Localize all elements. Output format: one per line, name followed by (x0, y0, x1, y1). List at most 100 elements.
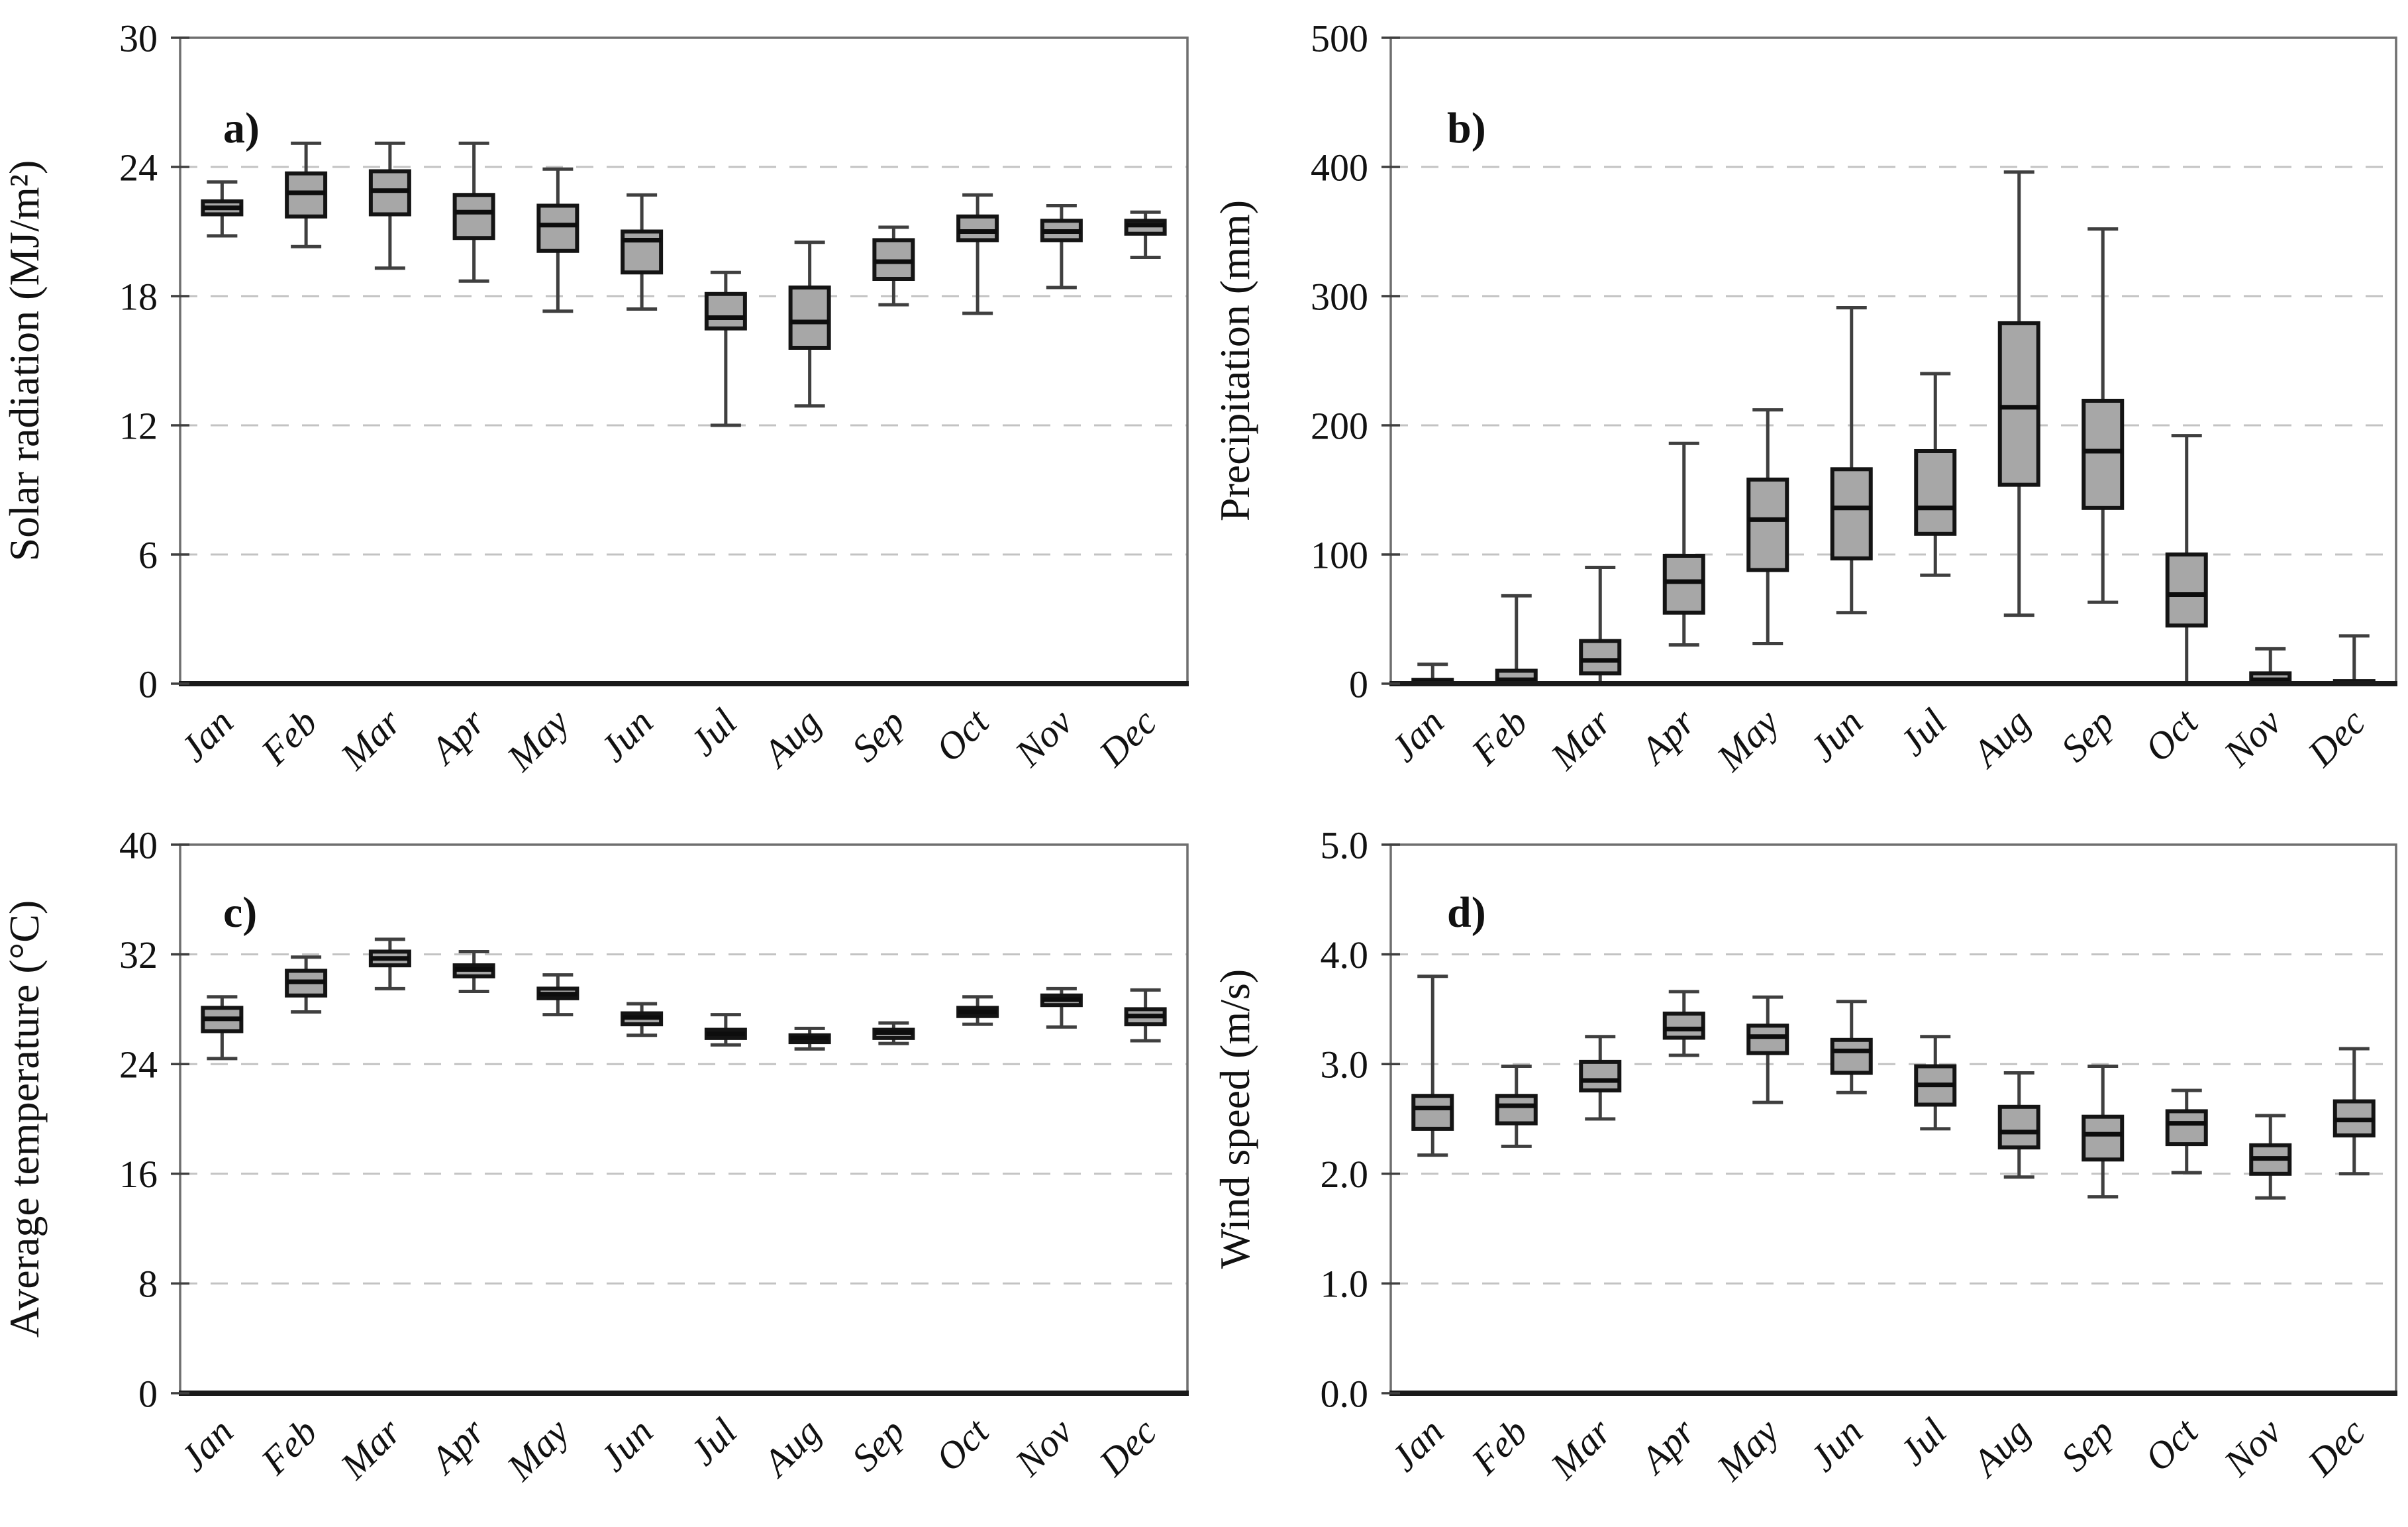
y-tick-label: 0 (138, 1372, 158, 1415)
month-label-d-Oct: Oct (2136, 1409, 2207, 1480)
month-label-a-Jun: Jun (591, 700, 661, 770)
boxplot-c-Feb (285, 955, 328, 1014)
iqr-box (536, 203, 579, 253)
boxplot-d-Sep (2082, 1065, 2125, 1199)
y-tick-label: 6 (138, 533, 158, 576)
month-label-b-Nov: Nov (2215, 700, 2290, 775)
month-label-c-Jul: Jul (681, 1410, 745, 1473)
month-label-b-Dec: Dec (2299, 700, 2374, 775)
iqr-box (2165, 1109, 2208, 1147)
month-label-c-Nov: Nov (1006, 1410, 1081, 1485)
boxplot-d-Jan (1411, 974, 1454, 1157)
boxplot-b-May (1746, 408, 1789, 646)
boxplot-a-May (536, 167, 579, 313)
boxplot-b-Oct (2165, 434, 2208, 686)
iqr-box (1830, 1037, 1873, 1075)
iqr-box (1830, 467, 1873, 560)
month-label-c-Sep: Sep (843, 1410, 913, 1479)
panel-b: 0 100 200 300 400 500 Jan Feb Mar Apr May Jun Jul Aug… (1211, 17, 2397, 780)
boxplot-d-Jun (1830, 1000, 1873, 1094)
boxplot-d-Nov (2249, 1114, 2292, 1200)
month-label-a-Feb: Feb (252, 700, 325, 773)
y-tick-label: 24 (119, 1043, 158, 1086)
month-label-d-Aug: Aug (1962, 1410, 2038, 1486)
boxplot-a-Dec (1124, 210, 1167, 259)
panel-a: 0 6 12 18 24 30 Jan Feb Mar Apr May Jun Jul Aug Sep Oct… (1, 17, 1189, 780)
y-tick-label: 500 (1311, 17, 1368, 60)
boxplot-a-Aug (788, 240, 831, 408)
y-tick-label: 1.0 (1321, 1263, 1369, 1306)
month-label-d-Jan: Jan (1382, 1410, 1452, 1479)
month-label-d-Mar: Mar (1542, 1410, 1620, 1488)
boxplot-b-Aug (1997, 170, 2040, 617)
month-label-d-Sep: Sep (2052, 1410, 2122, 1479)
boxplot-a-Jul (704, 270, 747, 427)
month-label-d-Feb: Feb (1463, 1410, 1536, 1483)
iqr-box (1411, 1094, 1454, 1131)
month-label-a-Jan: Jan (172, 700, 241, 770)
iqr-box (1997, 321, 2040, 487)
iqr-box (704, 291, 747, 331)
y-tick-label: 16 (119, 1153, 158, 1196)
y-tick-label: 40 (119, 823, 158, 867)
plot-border (1389, 36, 2397, 685)
month-label-b-Oct: Oct (2136, 700, 2207, 770)
boxplot-a-Mar (368, 141, 411, 270)
y-tick-label: 0 (138, 662, 158, 706)
iqr-box (2165, 553, 2208, 628)
iqr-box (452, 193, 495, 240)
boxplot-b-Nov (2249, 647, 2292, 686)
boxplot-b-Sep (2082, 227, 2125, 604)
boxplot-a-Sep (872, 225, 915, 307)
plot-border (179, 843, 1189, 1395)
month-label-c-Apr: Apr (421, 1410, 494, 1483)
y-tick-label: 0.0 (1321, 1372, 1369, 1415)
boxplot-c-Nov (1040, 986, 1083, 1029)
iqr-box (1746, 1024, 1789, 1055)
panel-letter-a: a) (223, 104, 260, 152)
iqr-box (1662, 553, 1705, 615)
month-label-a-Aug: Aug (753, 700, 829, 776)
month-label-b-Sep: Sep (2052, 700, 2122, 770)
month-label-c-Jun: Jun (591, 1410, 661, 1479)
y-tick-label: 8 (138, 1263, 158, 1306)
y-axis-title-d: Wind speed (m/s) (1211, 969, 1258, 1269)
y-tick-label: 4.0 (1321, 933, 1369, 976)
iqr-box (621, 229, 664, 275)
month-label-d-Jun: Jun (1801, 1410, 1871, 1479)
boxplot-d-Jul (1914, 1035, 1957, 1131)
boxplot-b-Mar (1579, 566, 1622, 686)
boxplot-c-Aug (788, 1026, 831, 1051)
plot-border (179, 36, 1189, 685)
month-label-d-Nov: Nov (2215, 1410, 2290, 1485)
boxplot-d-Feb (1495, 1065, 1538, 1148)
month-label-a-Apr: Apr (421, 700, 494, 774)
month-label-a-Nov: Nov (1006, 700, 1081, 775)
y-tick-label: 5.0 (1321, 823, 1369, 867)
y-tick-label: 3.0 (1321, 1043, 1369, 1086)
month-label-d-Apr: Apr (1630, 1410, 1704, 1483)
month-label-b-Jul: Jul (1891, 700, 1954, 764)
month-label-c-Jan: Jan (172, 1410, 241, 1479)
month-label-d-Dec: Dec (2299, 1410, 2374, 1485)
boxplot-d-Aug (1997, 1071, 2040, 1179)
boxplot-c-Oct (956, 995, 999, 1026)
panel-letter-d: d) (1447, 888, 1486, 937)
iqr-box (956, 214, 999, 242)
y-tick-label: 0 (1349, 662, 1368, 706)
month-label-d-Jul: Jul (1891, 1410, 1954, 1473)
boxplot-c-Jan (201, 995, 244, 1061)
boxplot-d-Mar (1579, 1035, 1622, 1121)
boxplot-d-Dec (2333, 1047, 2376, 1176)
boxplot-b-Apr (1662, 441, 1705, 647)
month-label-b-Mar: Mar (1542, 700, 1620, 778)
month-label-b-Aug: Aug (1962, 700, 2038, 776)
panel-c: 0 8 16 24 32 40 Jan Feb Mar Apr May Jun Jul Aug Sep Oct… (1, 823, 1189, 1489)
boxplot-b-Jun (1830, 306, 1873, 615)
boxplot-d-Apr (1662, 990, 1705, 1057)
y-axis-title-b: Precipitation (mm) (1211, 200, 1258, 521)
iqr-box (1914, 449, 1957, 536)
y-tick-label: 2.0 (1321, 1153, 1369, 1196)
